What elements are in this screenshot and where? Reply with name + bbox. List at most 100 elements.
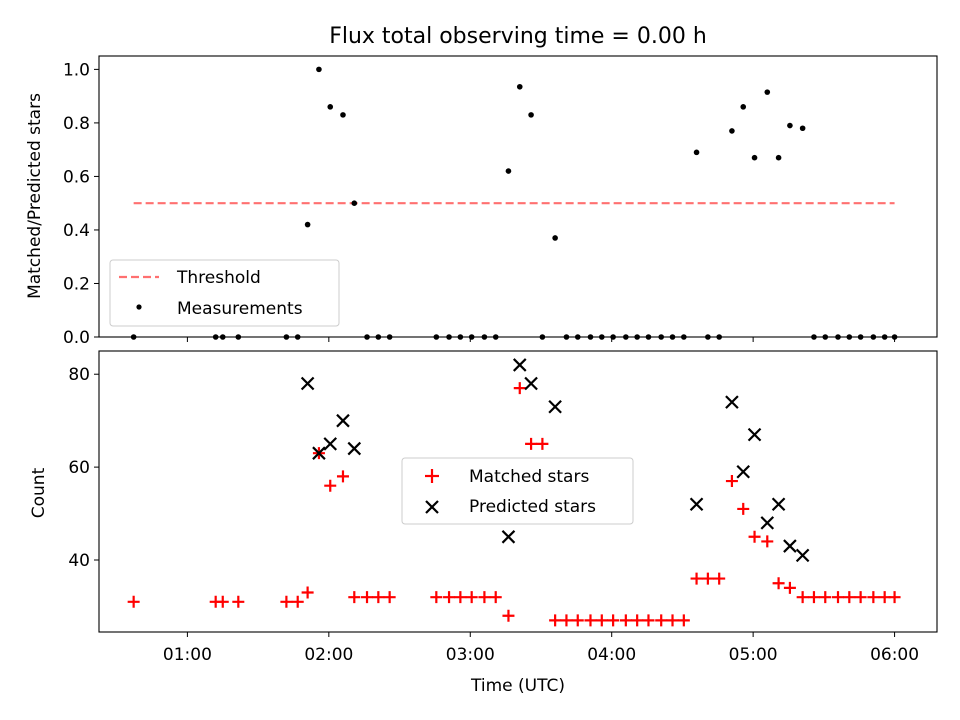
- top-ytick-label: 0.4: [63, 221, 90, 241]
- predicted-star-marker: [747, 427, 762, 442]
- predicted-star-marker: [336, 413, 350, 428]
- bottom-xtick-label: 01:00: [163, 645, 212, 665]
- predicted-star-marker: [548, 399, 562, 414]
- measurement-point: [574, 334, 581, 340]
- legend-matched-swatch: [425, 469, 439, 483]
- measurement-point: [891, 334, 898, 340]
- measurement-point: [351, 200, 358, 206]
- matched-star-marker: [772, 577, 785, 590]
- bottom-xtick-label: 03:00: [446, 645, 495, 665]
- chart-title: Flux total observing time = 0.00 h: [329, 24, 707, 49]
- top-panel: 0.0 0.2 0.4 0.6 0.8 1.0: [63, 55, 938, 348]
- predicted-star-marker: [300, 376, 315, 391]
- measurement-point: [468, 334, 475, 340]
- measurement-point: [481, 334, 488, 340]
- legend-top: Threshold Measurements: [109, 259, 340, 327]
- matched-star-marker: [701, 572, 714, 585]
- top-ytick-label: 0.0: [63, 328, 90, 348]
- bottom-ytick-label: 60: [68, 458, 90, 478]
- matched-star-marker: [690, 572, 703, 585]
- predicted-star-marker: [689, 497, 704, 512]
- matched-star-marker: [796, 591, 809, 604]
- measurement-point: [623, 334, 629, 340]
- matched-star-marker: [595, 614, 608, 627]
- matched-star-marker: [867, 591, 880, 604]
- matched-star-marker: [713, 572, 726, 585]
- measurement-point: [219, 334, 226, 340]
- matched-star-marker: [619, 614, 632, 627]
- measurement-point: [787, 122, 793, 129]
- matched-star-marker: [666, 614, 679, 627]
- matched-star-marker: [783, 581, 796, 594]
- matched-star-marker: [430, 591, 443, 604]
- matched-star-marker: [465, 591, 478, 604]
- matched-star-marker: [807, 591, 820, 604]
- matched-star-marker: [655, 614, 668, 627]
- legend-bottom: Matched stars Predicted stars: [401, 457, 634, 525]
- bottom-xtick-label: 02:00: [304, 645, 353, 665]
- measurement-point: [705, 334, 711, 340]
- matched-star-marker: [748, 530, 761, 543]
- bottom-ytick-label: 80: [68, 365, 90, 385]
- measurement-point: [283, 334, 290, 340]
- matched-star-marker: [502, 609, 515, 622]
- predicted-star-marker: [323, 437, 338, 451]
- measurement-point: [822, 334, 829, 340]
- predicted-star-marker: [783, 539, 797, 553]
- measurement-point: [799, 125, 806, 132]
- matched-star-marker: [301, 586, 314, 599]
- matched-star-marker: [854, 591, 867, 604]
- matched-star-marker: [478, 591, 491, 604]
- bottom-xtick-label: 04:00: [587, 645, 636, 665]
- matched-star-marker: [725, 475, 738, 488]
- measurement-point: [634, 334, 640, 340]
- measurement-point: [775, 154, 782, 161]
- measurement-point: [446, 334, 452, 340]
- measurement-point: [835, 334, 841, 340]
- matched-star-marker: [336, 470, 349, 483]
- measurement-point: [552, 235, 558, 241]
- matched-star-marker: [513, 382, 526, 395]
- matched-star-marker: [324, 479, 337, 492]
- legend-measurements-label: Measurements: [177, 299, 303, 319]
- measurement-point: [870, 334, 877, 340]
- predicted-star-marker: [524, 376, 538, 391]
- xlabel: Time (UTC): [470, 676, 565, 696]
- matched-star-marker: [280, 595, 293, 608]
- measurement-point: [811, 334, 817, 340]
- top-ytick-label: 0.8: [63, 114, 90, 134]
- matched-star-marker: [761, 535, 774, 548]
- measurement-point: [340, 112, 346, 118]
- legend-predicted-label: Predicted stars: [469, 497, 596, 517]
- measurement-point: [716, 334, 722, 340]
- matched-star-marker: [489, 591, 502, 604]
- measurement-point: [457, 334, 464, 340]
- top-ytick-label: 0.6: [63, 167, 90, 187]
- measurement-point: [375, 334, 382, 340]
- bottom-xtick-label: 05:00: [729, 645, 778, 665]
- matched-star-marker: [737, 502, 750, 515]
- measurement-point: [645, 334, 652, 340]
- matched-star-marker: [443, 591, 456, 604]
- matched-star-marker: [232, 595, 245, 608]
- matched-star-marker: [843, 591, 856, 604]
- measurement-point: [505, 168, 512, 174]
- matched-star-marker: [631, 614, 644, 627]
- bottom-ylabel: Count: [29, 467, 49, 518]
- measurement-point: [528, 112, 534, 118]
- matched-star-marker: [607, 614, 620, 627]
- matched-star-marker: [819, 591, 832, 604]
- matched-star-marker: [549, 614, 562, 627]
- predicted-star-marker: [760, 516, 775, 530]
- matched-star-marker: [127, 595, 140, 608]
- measurement-point: [587, 334, 594, 340]
- matched-star-marker: [361, 591, 374, 604]
- measurement-point: [516, 83, 523, 90]
- measurement-point: [386, 334, 393, 340]
- measurement-point: [610, 334, 616, 340]
- matched-star-marker: [888, 591, 901, 604]
- predicted-star-marker: [501, 530, 516, 544]
- legend-predicted-swatch: [425, 500, 439, 514]
- measurement-point: [235, 334, 242, 340]
